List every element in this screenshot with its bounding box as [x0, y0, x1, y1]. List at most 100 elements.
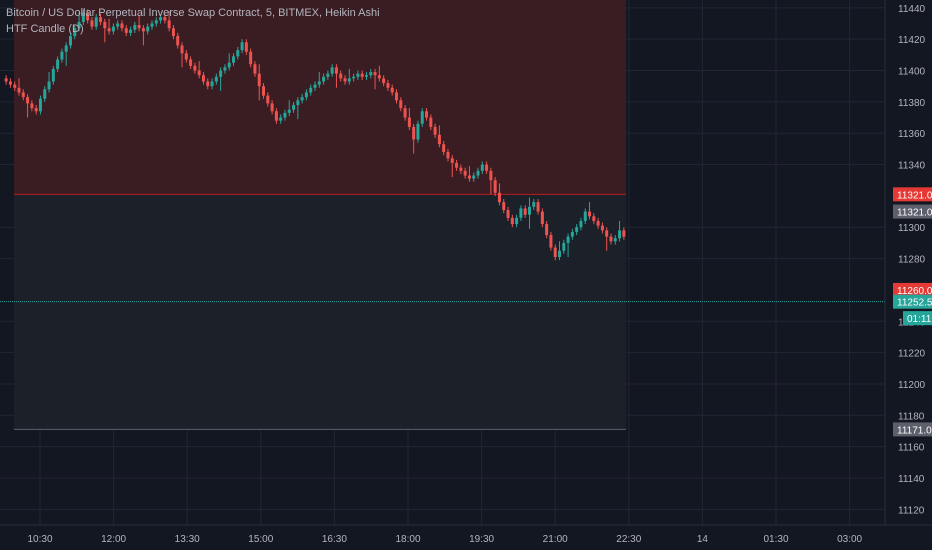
price-tag-label: 01:11 — [907, 314, 932, 325]
price-tag — [893, 282, 932, 297]
candle — [497, 192, 501, 203]
candle — [373, 72, 377, 76]
y-tick-label: 11340 — [898, 161, 926, 172]
candle — [558, 250, 562, 258]
candle — [180, 45, 184, 54]
candle — [618, 230, 622, 239]
candle — [236, 50, 240, 57]
candle — [429, 117, 433, 127]
x-tick-label: 16:30 — [322, 534, 347, 545]
candle — [472, 175, 476, 179]
candle — [532, 202, 536, 207]
x-tick-label: 10:30 — [27, 534, 52, 545]
price-tag — [893, 187, 932, 202]
chart-title: Bitcoin / US Dollar Perpetual Inverse Sw… — [6, 7, 380, 19]
candle — [437, 134, 441, 145]
candle — [68, 36, 72, 46]
y-tick-label: 11440 — [898, 4, 926, 15]
candle — [26, 97, 30, 104]
candle — [369, 72, 373, 76]
price-tag-label: 11321.0 — [897, 190, 932, 201]
candle — [622, 230, 626, 237]
candle — [86, 12, 90, 21]
candle — [51, 68, 55, 82]
candle — [279, 117, 283, 121]
candle — [94, 17, 98, 27]
candle — [304, 92, 308, 98]
y-tick-label: 11180 — [898, 411, 925, 422]
candle — [313, 84, 317, 88]
candle — [214, 76, 218, 82]
price-tag — [903, 311, 932, 326]
candle — [167, 20, 171, 29]
candle — [485, 164, 489, 171]
candle — [553, 247, 557, 258]
candle — [605, 230, 609, 237]
candle — [13, 84, 17, 88]
candle — [386, 83, 390, 88]
candle — [317, 81, 321, 85]
candle — [146, 26, 150, 32]
candle — [159, 17, 163, 21]
candle — [81, 12, 85, 22]
candle — [270, 103, 274, 112]
candle — [412, 126, 416, 140]
candle — [283, 112, 287, 118]
x-tick-label: 12:00 — [101, 534, 126, 545]
candle — [545, 224, 549, 236]
y-tick-label: 11160 — [898, 443, 925, 454]
x-tick-label: 03:00 — [837, 534, 862, 545]
candle — [322, 76, 326, 82]
y-tick-label: 11420 — [898, 35, 926, 46]
candle — [274, 111, 278, 121]
candle — [141, 28, 145, 32]
candle — [287, 109, 291, 113]
candle — [253, 64, 257, 74]
time-axis — [0, 525, 932, 550]
candle — [334, 67, 338, 74]
candle — [343, 78, 347, 82]
candle — [103, 21, 107, 29]
candle — [296, 100, 300, 105]
candle — [592, 216, 596, 221]
candle — [262, 86, 266, 96]
candle — [613, 238, 617, 242]
candle — [330, 67, 334, 74]
y-tick-label: 11280 — [898, 255, 926, 266]
candle — [189, 59, 193, 66]
candle — [416, 123, 420, 140]
candle — [356, 73, 360, 77]
candle — [463, 170, 467, 176]
candle — [433, 126, 437, 135]
candle — [77, 21, 81, 29]
candle — [510, 217, 514, 225]
htf-candle-upper — [14, 0, 626, 195]
candle — [575, 227, 579, 232]
candle — [227, 62, 231, 68]
candle — [600, 225, 604, 231]
candle — [459, 167, 463, 171]
candle — [154, 20, 158, 24]
x-tick-label: 19:30 — [469, 534, 494, 545]
candle — [364, 75, 368, 77]
candle — [455, 162, 459, 168]
y-tick-label: 11200 — [898, 380, 926, 391]
candle — [480, 164, 484, 171]
candle — [420, 111, 424, 124]
candle — [403, 108, 407, 118]
candle — [223, 67, 227, 71]
candle — [150, 23, 154, 27]
candle — [489, 170, 493, 181]
candle — [476, 170, 480, 176]
candle — [129, 29, 133, 33]
y-tick-label: 11400 — [898, 67, 926, 78]
candle — [588, 211, 592, 217]
x-tick-label: 01:30 — [763, 534, 788, 545]
candle — [201, 75, 205, 82]
candle — [347, 78, 351, 82]
candle — [124, 28, 128, 33]
candle — [442, 144, 446, 153]
y-tick-label: 11140 — [898, 474, 925, 485]
price-tag-label: 11171.0 — [897, 425, 932, 436]
